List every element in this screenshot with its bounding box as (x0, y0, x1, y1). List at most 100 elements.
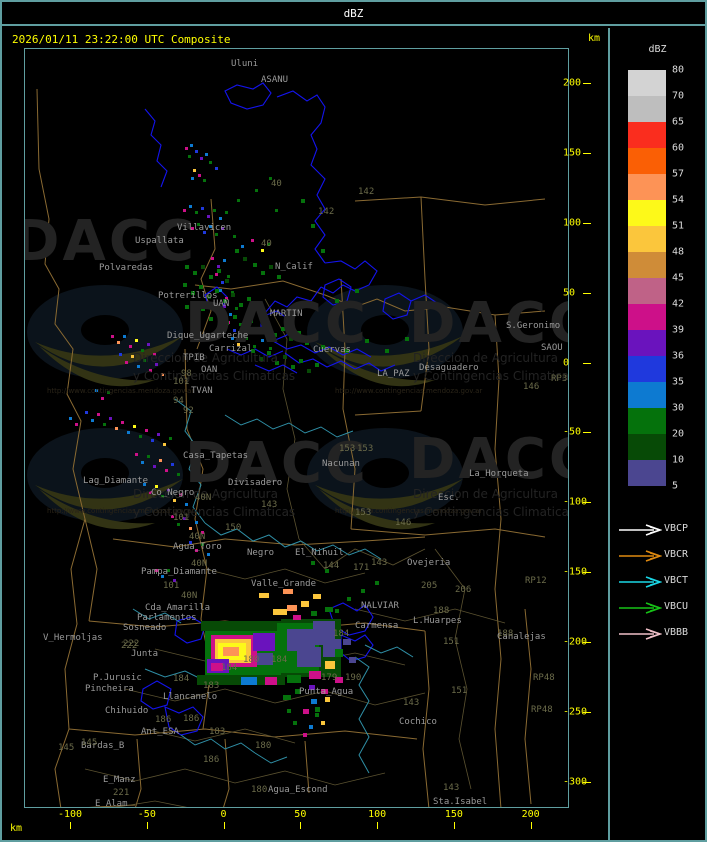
y-axis-tick-label: 50 (563, 287, 576, 299)
place-label: Uspallata (135, 236, 184, 246)
arrow-icon (619, 550, 662, 562)
place-label: Carmensa (355, 621, 399, 631)
vector-legend: VBCP VBCR VBCT VBCU VBBB (610, 518, 705, 648)
x-axis-tick (453, 822, 455, 829)
y-axis-tick (583, 362, 591, 364)
x-axis-tick-label: -100 (58, 809, 83, 820)
y-axis-tick-label: 0 (563, 357, 570, 369)
place-label: Pasarela (107, 807, 150, 808)
place-label: TPIB (183, 353, 205, 363)
place-label: Ovejeria (407, 558, 451, 568)
route-label: 40N (191, 559, 208, 569)
vector-legend-label: VBCR (664, 549, 689, 560)
route-label: 186 (155, 715, 172, 725)
place-label: Cda_Amarilla (145, 603, 211, 613)
color-scale-label: 60 (672, 142, 685, 154)
place-label: Llancanelo (163, 692, 218, 702)
vector-legend-label: VBCU (664, 601, 689, 612)
x-axis-tick (70, 822, 72, 829)
map-canvas[interactable]: DACC DACC DACC DACC DACC Direccion de Ag… (24, 48, 569, 808)
route-label: 40N (195, 493, 212, 503)
route-label: 171 (353, 563, 370, 573)
place-label: Casa_Tapetas (183, 451, 249, 461)
route-label: 190 (345, 673, 362, 683)
place-label: Chihuido (105, 706, 149, 716)
route-label: 101 (163, 581, 180, 591)
route-label: 40 (261, 239, 272, 249)
place-label: Carrizal (209, 344, 253, 354)
place-label: E_Manz (103, 775, 136, 785)
y-axis-tick-label: -100 (563, 496, 588, 508)
y-axis-tick (583, 82, 591, 84)
rivers-and-lakes (140, 82, 438, 736)
route-label: 40N (181, 591, 198, 601)
echo-cluster-central (183, 249, 325, 373)
panel-divider (608, 28, 610, 840)
y-axis-tick (583, 152, 591, 154)
x-axis-tick (146, 822, 148, 829)
route-label: 145 (58, 743, 75, 753)
route-label: 146 (523, 382, 540, 392)
arrow-icon (619, 602, 662, 614)
y-axis-unit-label: km (587, 33, 600, 44)
place-label: Desaguadero (419, 363, 479, 373)
echo-cluster-main-storm (197, 589, 356, 714)
color-scale-label: 80 (672, 64, 685, 76)
route-label: 146 (395, 518, 412, 528)
y-axis-tick-label: 150 (563, 147, 582, 159)
place-label: N_Calif (275, 262, 313, 272)
route-label: 153 (339, 444, 356, 454)
color-scale-label: 54 (672, 194, 685, 206)
place-label: Bardas_B (81, 741, 125, 751)
route-label: 40N (189, 532, 206, 542)
route-label: 145 (81, 738, 98, 748)
place-label: Nacunan (322, 459, 360, 469)
route-label: 101 (173, 377, 190, 387)
y-axis-tick (583, 222, 591, 224)
place-label: La_Horqueta (469, 469, 529, 479)
route-label: 180 (251, 785, 268, 795)
color-scale-label: 48 (672, 246, 685, 258)
route-label: 186 (203, 755, 220, 765)
route-label: 222 (123, 639, 140, 649)
dbz-color-scale[interactable] (628, 70, 666, 486)
route-label: RP12 (525, 576, 547, 586)
route-label: 143 (261, 500, 278, 510)
legend-title: dBZ (648, 44, 667, 55)
y-axis-tick-label: 100 (563, 217, 582, 229)
place-label: E_Alam (95, 799, 128, 808)
vector-legend-row: VBBB (610, 622, 705, 648)
window-title: dBZ (2, 2, 705, 26)
vector-legend-row: VBCU (610, 596, 705, 622)
route-label: 184 (221, 663, 238, 673)
route-label: 183 (203, 681, 220, 691)
route-label: 142 (318, 207, 335, 217)
place-label: Polvaredas (99, 263, 154, 273)
radar-plot-panel: 2026/01/11 23:22:00 UTC Composite km km (2, 28, 608, 840)
y-axis-tick-label: -200 (563, 636, 588, 648)
route-label: 221 (113, 788, 130, 798)
place-label: OAN (201, 365, 218, 375)
route-label: 184 (333, 629, 350, 639)
color-scale-swatch (628, 434, 666, 460)
place-label: Esc. (438, 493, 460, 503)
vector-legend-row: VBCT (610, 570, 705, 596)
vector-legend-label: VBCT (664, 575, 689, 586)
map-vector-layer (25, 49, 568, 807)
place-label: MARTIN (270, 309, 303, 319)
route-label: 179 (321, 673, 338, 683)
place-label: Agua_Escond (268, 785, 328, 795)
route-label: 222 (121, 641, 138, 651)
color-scale-swatch (628, 252, 666, 278)
x-axis-tick (300, 822, 302, 829)
place-label: Co_Negro (151, 488, 195, 498)
color-scale-swatch (628, 148, 666, 174)
color-scale-swatch (628, 278, 666, 304)
arrow-icon (619, 628, 662, 640)
place-label: NALVIAR (361, 601, 399, 611)
color-scale-swatch (628, 174, 666, 200)
place-label: Sta.Isabel (433, 797, 488, 807)
route-label: 92 (183, 406, 194, 416)
